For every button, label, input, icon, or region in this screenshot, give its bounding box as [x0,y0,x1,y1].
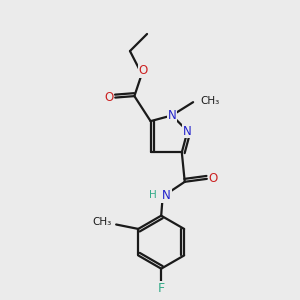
Text: N: N [162,189,171,202]
Text: CH₃: CH₃ [200,96,220,106]
Text: H: H [149,190,157,200]
Text: N: N [183,124,192,137]
Text: O: O [104,91,113,104]
Text: O: O [139,64,148,77]
Text: N: N [167,109,176,122]
Text: O: O [209,172,218,185]
Text: F: F [158,282,165,295]
Text: CH₃: CH₃ [92,217,112,227]
